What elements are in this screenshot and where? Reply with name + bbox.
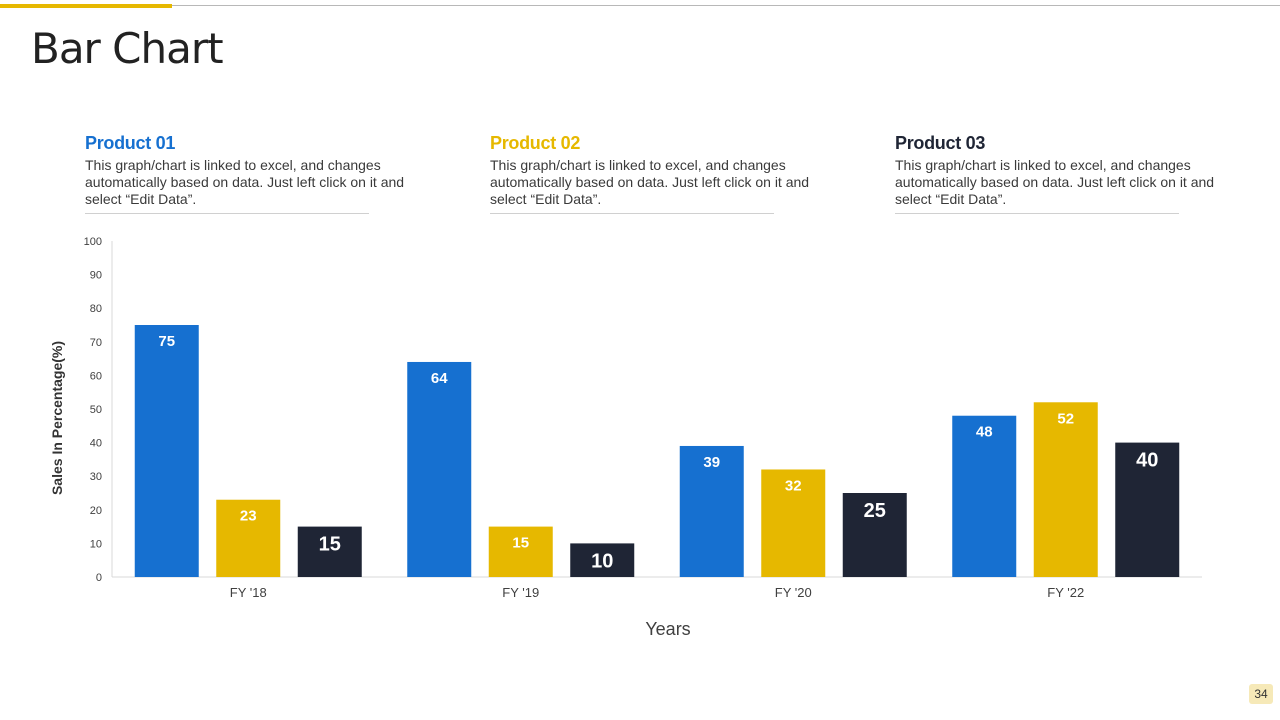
product-2-divider: [490, 213, 774, 214]
bar-1-4[interactable]: [952, 415, 1017, 577]
bar-2-4[interactable]: [1033, 402, 1098, 577]
y-tick-label: 20: [90, 505, 102, 517]
product-3-title: Product 03: [895, 133, 986, 153]
y-tick-label: 70: [90, 337, 102, 349]
bar-value-label: 25: [864, 500, 886, 522]
page-number: 34: [1249, 684, 1273, 704]
y-tick-label: 10: [90, 538, 102, 550]
x-axis-label: Years: [645, 619, 690, 639]
bar-3-3[interactable]: [842, 493, 907, 577]
y-tick-label: 80: [90, 303, 102, 315]
product-2-block: Product 02 This graph/chart is linked to…: [490, 133, 835, 214]
top-rule: [0, 5, 1280, 6]
product-3-description: This graph/chart is linked to excel, and…: [895, 157, 1215, 207]
top-accent-bar: [0, 4, 172, 8]
product-3-block: Product 03 This graph/chart is linked to…: [895, 133, 1240, 214]
bar-1-1[interactable]: [134, 325, 199, 577]
bar-1-3[interactable]: [679, 445, 744, 577]
bar-2-1[interactable]: [216, 499, 281, 577]
x-tick-label: FY '22: [1047, 585, 1084, 600]
y-tick-label: 90: [90, 270, 102, 282]
product-1-description: This graph/chart is linked to excel, and…: [85, 157, 405, 207]
product-3-divider: [895, 213, 1179, 214]
bar-2-2[interactable]: [488, 526, 553, 577]
bar-2-3[interactable]: [761, 469, 826, 577]
slide-title: Bar Chart: [31, 24, 224, 73]
bar-value-label: 32: [785, 477, 802, 494]
x-tick-label: FY '19: [502, 585, 539, 600]
y-tick-label: 30: [90, 471, 102, 483]
bar-3-2[interactable]: [570, 543, 635, 577]
bar-value-label: 15: [512, 535, 529, 552]
product-2-description: This graph/chart is linked to excel, and…: [490, 157, 810, 207]
product-1-block: Product 01 This graph/chart is linked to…: [85, 133, 430, 214]
y-tick-label: 0: [96, 572, 102, 584]
bar-value-label: 64: [431, 370, 448, 387]
bar-value-label: 23: [240, 508, 257, 525]
bar-value-label: 75: [158, 333, 175, 350]
y-axis-label: Sales In Percentage(%): [49, 341, 65, 495]
product-2-title: Product 02: [490, 133, 581, 153]
bar-value-label: 48: [976, 424, 993, 441]
product-1-divider: [85, 213, 369, 214]
x-tick-label: FY '20: [775, 585, 812, 600]
y-tick-label: 60: [90, 370, 102, 382]
y-tick-label: 50: [90, 404, 102, 416]
y-tick-label: 100: [84, 236, 102, 248]
bar-value-label: 10: [591, 550, 613, 572]
bar-1-2[interactable]: [407, 361, 472, 577]
bar-3-1[interactable]: [297, 526, 362, 577]
bar-value-label: 15: [319, 534, 341, 556]
x-tick-label: FY '18: [230, 585, 267, 600]
y-tick-label: 40: [90, 438, 102, 450]
bar-value-label: 39: [703, 454, 720, 471]
product-1-title: Product 01: [85, 133, 176, 153]
bar-value-label: 52: [1057, 410, 1074, 427]
bar-3-4[interactable]: [1115, 442, 1180, 577]
bar-value-label: 40: [1136, 450, 1158, 472]
